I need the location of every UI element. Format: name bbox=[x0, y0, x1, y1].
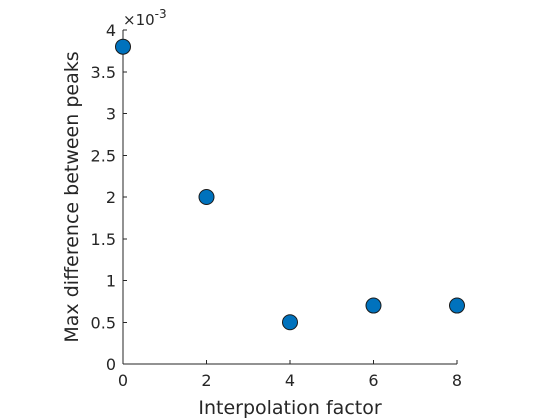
y-exponent-base: ×10 bbox=[123, 11, 155, 29]
y-tick-label: 3 bbox=[106, 105, 116, 124]
x-tick-label: 4 bbox=[285, 371, 295, 390]
axes bbox=[122, 30, 457, 365]
y-tick-label: 4 bbox=[106, 21, 116, 40]
y-axis-exponent: ×10-3 bbox=[123, 7, 167, 29]
data-point bbox=[198, 189, 215, 205]
data-point bbox=[449, 297, 465, 314]
x-tick-label: 2 bbox=[201, 371, 211, 390]
y-tick-label: 2.5 bbox=[91, 146, 116, 165]
y-tick-label: 0 bbox=[106, 355, 116, 374]
y-axis-label: Max difference between peaks bbox=[61, 51, 83, 342]
y-tick-label: 1 bbox=[106, 272, 116, 291]
y-tick-label: 2 bbox=[106, 188, 116, 207]
x-axis-label: Interpolation factor bbox=[198, 397, 381, 419]
data-point bbox=[115, 38, 131, 55]
x-tick-label: 8 bbox=[452, 371, 462, 390]
data-point bbox=[365, 297, 382, 314]
x-tick-label: 0 bbox=[118, 371, 128, 390]
y-exponent-power: -3 bbox=[155, 7, 167, 21]
y-tick-label: 3.5 bbox=[91, 63, 116, 82]
data-points bbox=[115, 38, 465, 331]
ticks: 0 2 4 6 8 0 0.5 1 1.5 2 2.5 3 3.5 4 bbox=[91, 21, 463, 390]
data-point bbox=[282, 314, 298, 331]
x-tick-label: 6 bbox=[368, 371, 378, 390]
y-tick-label: 0.5 bbox=[91, 313, 116, 332]
y-tick-label: 1.5 bbox=[91, 230, 116, 249]
